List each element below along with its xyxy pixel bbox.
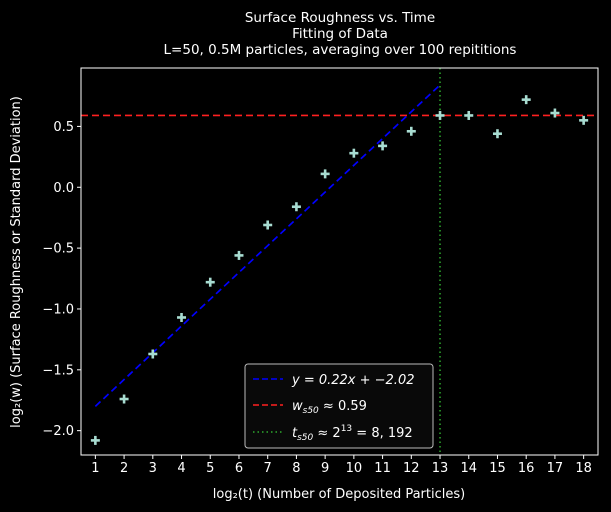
x-tick-label: 18 (575, 461, 592, 476)
legend-tsat-sup: 13 (341, 424, 352, 434)
y-tick-label: −1.5 (42, 363, 74, 378)
x-tick-label: 12 (403, 461, 420, 476)
data-point (435, 110, 445, 120)
data-point (90, 435, 100, 445)
x-tick-label: 7 (264, 461, 272, 476)
plot-series-group (81, 68, 598, 455)
x-tick-label: 16 (518, 461, 535, 476)
x-tick-label: 10 (346, 461, 363, 476)
x-tick-label: 4 (177, 461, 185, 476)
data-point (492, 129, 502, 139)
data-point (234, 250, 244, 260)
y-axis-ticks: −2.0 −1.5 −1.0 −0.5 0.0 0.5 (42, 120, 81, 439)
legend-tsat-var: t (292, 426, 298, 441)
x-tick-label: 1 (91, 461, 99, 476)
data-point (177, 312, 187, 322)
data-point (320, 169, 330, 179)
legend-wsat-var: w (292, 399, 303, 414)
data-point (550, 108, 560, 118)
x-axis-label: log₂(t) (Number of Deposited Particles) (213, 487, 465, 502)
legend-tsat-label: ts50 ≈ 213 = 8, 192 (292, 424, 413, 443)
legend-wsat-label: ws50 ≈ 0.59 (292, 399, 367, 416)
x-tick-label: 3 (149, 461, 157, 476)
x-tick-label: 14 (460, 461, 477, 476)
data-point (579, 115, 589, 125)
data-point (464, 110, 474, 120)
x-tick-label: 9 (321, 461, 329, 476)
data-point (521, 95, 531, 105)
legend-tsat-rest: = 8, 192 (352, 426, 413, 441)
legend: y = 0.22x + −2.02 ws50 ≈ 0.59 ts50 ≈ 213… (244, 363, 434, 449)
x-tick-label: 8 (292, 461, 300, 476)
legend-tsat-mid: ≈ 2 (313, 426, 340, 441)
data-point (406, 126, 416, 136)
legend-wsat-rest: ≈ 0.59 (319, 399, 367, 414)
x-tick-label: 2 (120, 461, 128, 476)
y-tick-label: −0.5 (42, 242, 74, 257)
x-tick-label: 15 (489, 461, 506, 476)
y-tick-label: −1.0 (42, 302, 74, 317)
x-axis-ticks: 1 2 3 4 5 6 7 8 9 10 11 12 13 14 15 16 17 18 (91, 455, 592, 476)
y-tick-label: 0.0 (53, 181, 74, 196)
chart-title-line-3: L=50, 0.5M particles, averaging over 100… (164, 42, 517, 58)
legend-box (244, 363, 434, 449)
x-tick-label: 17 (547, 461, 564, 476)
data-point (349, 148, 359, 158)
data-point (263, 220, 273, 230)
chart-title-line-1: Surface Roughness vs. Time (245, 10, 435, 26)
plot-frame (80, 67, 599, 456)
plot-area (80, 67, 599, 456)
data-point (291, 202, 301, 212)
legend-tsat-sub: s50 (297, 433, 313, 443)
legend-wsat-sub: s50 (303, 406, 319, 416)
data-point (205, 277, 215, 287)
y-axis-label: log₂(w) (Surface Roughness or Standard D… (9, 96, 24, 428)
x-tick-label: 5 (206, 461, 214, 476)
x-tick-label: 11 (374, 461, 391, 476)
y-tick-label: −2.0 (42, 424, 74, 439)
x-tick-label: 13 (432, 461, 449, 476)
chart-title-line-2: Fitting of Data (292, 26, 388, 42)
data-point (148, 349, 158, 359)
y-tick-label: 0.5 (53, 120, 74, 135)
legend-fit-label: y = 0.22x + −2.02 (291, 373, 414, 388)
x-tick-label: 6 (235, 461, 243, 476)
data-point (119, 394, 129, 404)
data-point (378, 141, 388, 151)
chart-title: Surface Roughness vs. Time Fitting of Da… (164, 10, 517, 58)
